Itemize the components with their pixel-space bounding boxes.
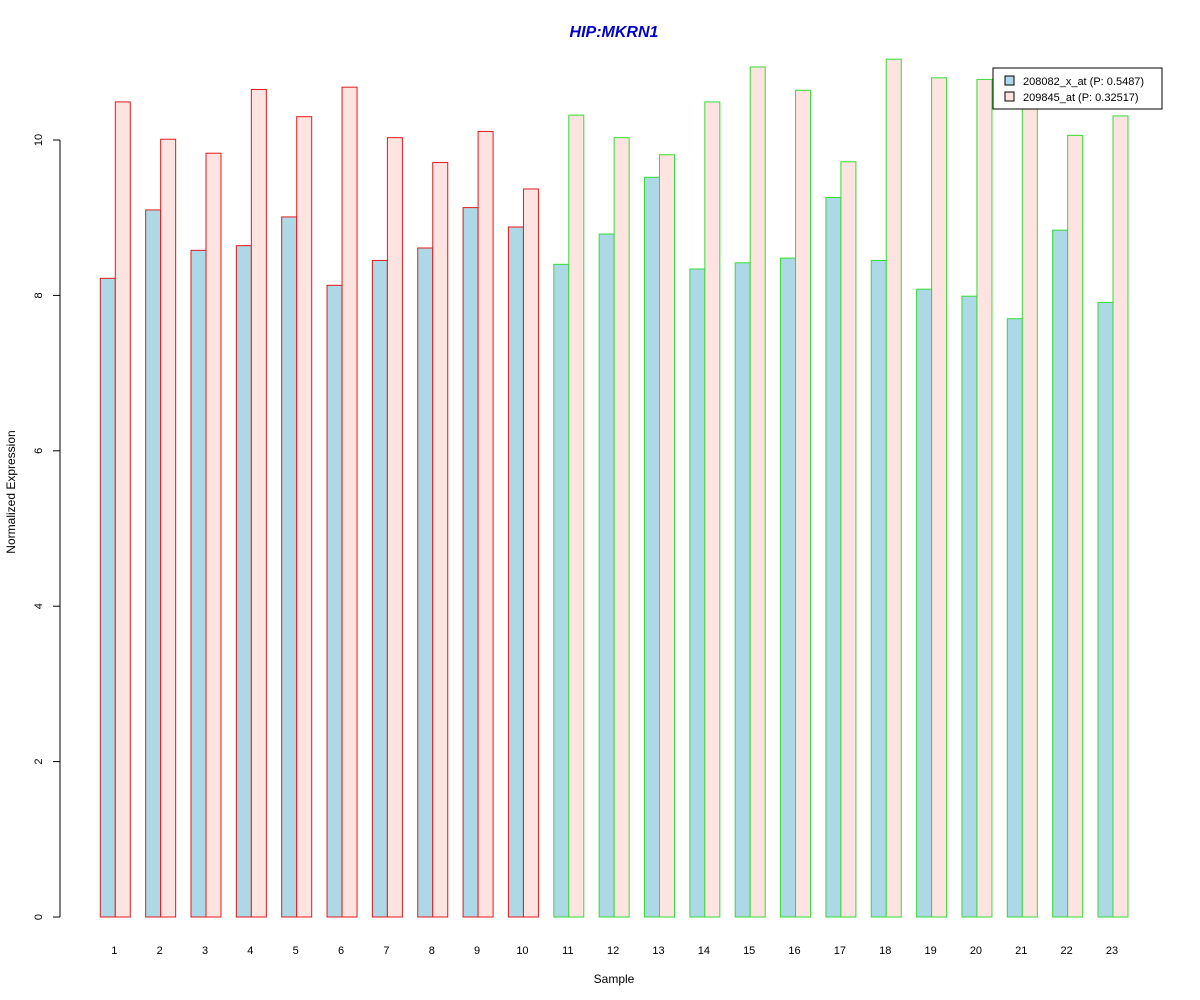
bar-series-1-sample-10 bbox=[507, 226, 524, 918]
bar-series-2-sample-9 bbox=[477, 130, 494, 918]
bar-series-2-sample-14 bbox=[704, 101, 721, 918]
bar-series-1-sample-12 bbox=[598, 233, 615, 918]
x-tick-label: 3 bbox=[202, 945, 208, 957]
legend-swatch-series-2 bbox=[1004, 91, 1015, 102]
x-tick-labels: 1 2 3 4 5 6 7 8 9 10 11 12 13 14 15 16 17 18 19 20 21 22 23 bbox=[111, 945, 1118, 957]
bar-series-1-sample-6 bbox=[326, 284, 343, 918]
x-tick-label: 11 bbox=[562, 945, 573, 957]
x-tick-label: 14 bbox=[698, 945, 710, 957]
x-tick-label: 20 bbox=[970, 945, 982, 957]
bar-series-1-sample-1 bbox=[99, 277, 116, 918]
bar-series-2-sample-5 bbox=[296, 116, 313, 918]
bar-series-2-sample-11 bbox=[568, 114, 585, 918]
bar-series-1-sample-23 bbox=[1097, 301, 1114, 918]
x-tick-label: 7 bbox=[383, 945, 389, 957]
legend: 208082_x_at (P: 0.5487) 209845_at (P: 0.… bbox=[992, 67, 1163, 110]
bar-series-1-sample-19 bbox=[916, 288, 933, 918]
bar-series-1-sample-2 bbox=[145, 209, 162, 918]
x-tick-label: 8 bbox=[429, 945, 435, 957]
bar-series-1-sample-7 bbox=[371, 259, 388, 918]
y-tick-label: 0 bbox=[33, 914, 45, 920]
bar-series-2-sample-19 bbox=[931, 77, 948, 918]
x-tick-label: 17 bbox=[834, 945, 846, 957]
bar-series-2-sample-16 bbox=[795, 89, 812, 918]
x-axis-label: Sample bbox=[594, 972, 635, 986]
x-tick-label: 9 bbox=[474, 945, 480, 957]
bar-series-1-sample-14 bbox=[689, 268, 706, 918]
bar-series-2-sample-17 bbox=[840, 161, 857, 918]
bar-series-1-sample-4 bbox=[235, 245, 252, 918]
bar-series-2-sample-4 bbox=[250, 88, 267, 918]
bar-series-1-sample-5 bbox=[281, 216, 298, 918]
bar-series-1-sample-9 bbox=[462, 207, 479, 918]
x-tick-label: 13 bbox=[652, 945, 664, 957]
bar-series-2-sample-22 bbox=[1067, 134, 1084, 918]
bar-series-1-sample-11 bbox=[553, 263, 570, 918]
legend-box bbox=[992, 67, 1163, 110]
bar-series-1-sample-17 bbox=[825, 196, 842, 918]
x-tick-label: 6 bbox=[338, 945, 344, 957]
legend-label-series-2: 209845_at (P: 0.32517) bbox=[1023, 92, 1139, 104]
y-tick-label: 2 bbox=[33, 759, 45, 765]
x-tick-label: 4 bbox=[247, 945, 253, 957]
x-tick-label: 2 bbox=[157, 945, 163, 957]
x-tick-label: 16 bbox=[788, 945, 800, 957]
bar-series-2-sample-13 bbox=[659, 154, 675, 918]
y-axis-label: Normalized Expression bbox=[4, 430, 18, 553]
x-tick-label: 5 bbox=[293, 945, 299, 957]
bar-series-2-sample-23 bbox=[1112, 115, 1129, 918]
bar-series-2-sample-7 bbox=[386, 137, 403, 918]
x-tick-label: 21 bbox=[1015, 945, 1027, 957]
bar-series-1-sample-13 bbox=[644, 176, 660, 918]
x-tick-label: 22 bbox=[1061, 945, 1073, 957]
bar-series-2-sample-10 bbox=[522, 188, 539, 918]
x-tick-label: 12 bbox=[607, 945, 619, 957]
bar-series-1-sample-20 bbox=[961, 295, 978, 918]
bar-series-2-sample-18 bbox=[885, 58, 902, 918]
x-tick-label: 18 bbox=[879, 945, 891, 957]
bar-series-1-sample-22 bbox=[1052, 229, 1069, 918]
y-tick-label: 8 bbox=[33, 292, 45, 298]
y-axis: 0 2 4 6 8 10 bbox=[33, 134, 61, 920]
bar-series-1-sample-18 bbox=[870, 259, 887, 918]
bar-series-2-sample-3 bbox=[205, 152, 222, 918]
bar-series-2-sample-6 bbox=[341, 86, 358, 918]
bar-series-1-sample-16 bbox=[780, 257, 797, 918]
bar-series-2-sample-15 bbox=[749, 66, 766, 918]
bar-series-1-sample-8 bbox=[417, 247, 434, 918]
x-tick-label: 19 bbox=[924, 945, 936, 957]
x-tick-label: 10 bbox=[516, 945, 528, 957]
legend-label-series-1: 208082_x_at (P: 0.5487) bbox=[1023, 76, 1144, 88]
y-tick-label: 4 bbox=[33, 603, 45, 609]
x-tick-label: 23 bbox=[1106, 945, 1118, 957]
chart-title: HIP:MKRN1 bbox=[570, 24, 659, 41]
bar-series-1-sample-21 bbox=[1006, 318, 1023, 918]
bar-series-2-sample-20 bbox=[976, 78, 993, 918]
bar-series-2-sample-12 bbox=[613, 137, 630, 918]
x-tick-label: 15 bbox=[743, 945, 755, 957]
bars-group bbox=[99, 58, 1129, 918]
legend-swatch-series-1 bbox=[1004, 75, 1015, 86]
y-tick-label: 10 bbox=[33, 134, 45, 146]
bar-series-2-sample-21 bbox=[1021, 100, 1038, 918]
bar-series-2-sample-1 bbox=[114, 101, 131, 918]
bar-series-1-sample-15 bbox=[734, 262, 751, 918]
bar-series-2-sample-8 bbox=[432, 162, 449, 918]
x-tick-label: 1 bbox=[111, 945, 117, 957]
bar-series-2-sample-2 bbox=[160, 138, 177, 918]
bar-series-1-sample-3 bbox=[190, 249, 207, 918]
y-tick-label: 6 bbox=[33, 448, 45, 454]
